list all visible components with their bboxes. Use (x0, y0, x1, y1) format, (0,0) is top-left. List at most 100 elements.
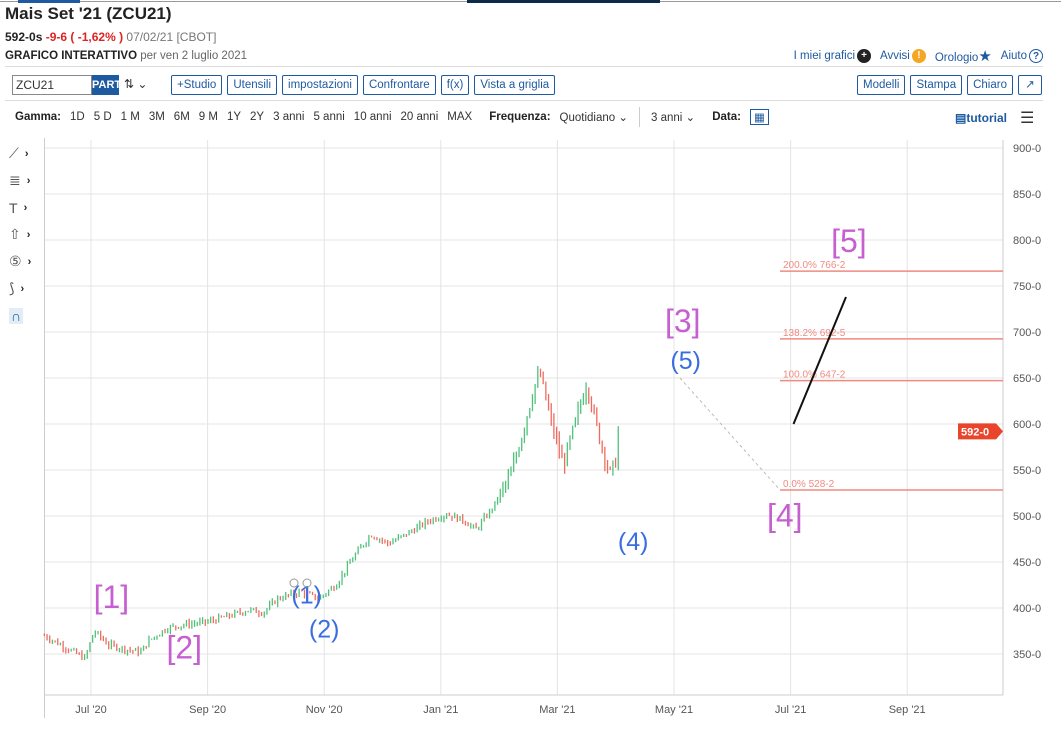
range-option[interactable]: 2Y (250, 111, 265, 123)
wave-label: (1) (291, 581, 322, 609)
wave-label: [1] (94, 579, 130, 615)
x-tick-label: Jul '20 (75, 704, 106, 716)
range-option[interactable]: 3 anni (273, 111, 305, 123)
y-tick-label: 700-0 (1013, 327, 1041, 339)
arrow-tool[interactable]: ⇧ › (9, 226, 31, 242)
compare-button[interactable]: Confrontare (362, 75, 436, 95)
range-label: Gamma: (15, 111, 62, 123)
x-tick-label: Jul '21 (775, 704, 806, 716)
circled-five-icon: ⑤ (9, 253, 22, 269)
frequency-label: Frequenza: (489, 111, 551, 123)
chart-type-dropdown[interactable]: ⇅ ⌄ (124, 77, 148, 91)
part-button[interactable]: PART (92, 75, 119, 95)
range-option[interactable]: 10 anni (353, 111, 392, 123)
fib-level-label: 200.0% 766-2 (783, 260, 846, 271)
range-bar: Gamma: 1D 5 D 1 M 3M 6M 9 M 1Y 2Y 3 anni 5 anni 10… (15, 107, 769, 127)
x-tick-label: Nov '20 (306, 704, 343, 716)
range-option[interactable]: 1 M (120, 111, 140, 123)
last-price: 592-0s (5, 30, 43, 44)
quote-line: 592-0s -9-6 ( -1,62% ) 07/02/21 [CBOT] (5, 30, 216, 44)
y-tick-label: 550-0 (1013, 465, 1041, 477)
y-tick-label: 650-0 (1013, 373, 1041, 385)
symbol-input[interactable]: ZCU21 (12, 75, 92, 95)
header-links: I miei grafici + Avvisi! Orologio★ Aiuto? (794, 47, 1043, 65)
last-price-tag (958, 423, 1003, 440)
period-dropdown[interactable]: 3 anni ⌄ (651, 112, 696, 124)
grid-view-button[interactable]: Vista a griglia (474, 75, 556, 95)
fib-level-label: 0.0% 528-2 (783, 479, 835, 490)
toolbar-right: Modelli Stampa Chiaro ↗ (857, 75, 1042, 95)
fibonacci-icon: ≣ (9, 172, 21, 188)
alerts-label: Avvisi (880, 50, 910, 63)
alert-icon: ! (911, 49, 926, 63)
last-price-label: 592-0 (961, 426, 989, 438)
drawing-toolbar: ⟋ › ≣ › T › ⇧ › ⑤ › ⟆ › ∩ (0, 140, 45, 329)
my-charts-link[interactable]: I miei grafici + (793, 49, 872, 63)
range-option[interactable]: 5 anni (313, 111, 345, 123)
watch-link[interactable]: Orologio★ (935, 47, 992, 65)
period-value: 3 anni (651, 112, 683, 124)
y-tick-label: 450-0 (1013, 557, 1041, 569)
range-option[interactable]: 20 anni (400, 111, 439, 123)
help-icon: ? (1029, 49, 1043, 63)
print-button[interactable]: Stampa (910, 75, 963, 95)
menu-icon[interactable]: ☰ (1020, 110, 1035, 127)
range-option[interactable]: 3M (148, 111, 165, 123)
wave-label: [5] (831, 223, 867, 259)
my-charts-label: I miei grafici (793, 50, 856, 63)
help-label: Aiuto (1000, 50, 1027, 63)
plot-left-border (44, 138, 45, 718)
magnet-icon: ∩ (9, 307, 24, 324)
wave-label: (2) (309, 615, 340, 643)
x-tick-label: Sep '21 (889, 704, 926, 716)
line-tool[interactable]: ⟋ › (9, 145, 29, 161)
toolbar-left: +Studio Utensili impostazioni Confrontar… (171, 75, 556, 95)
fx-button[interactable]: f(x) (440, 75, 470, 95)
range-option[interactable]: MAX (447, 111, 473, 123)
range-option[interactable]: 1Y (226, 111, 242, 123)
calendar-button[interactable]: ▦ (749, 109, 769, 125)
divider (639, 107, 640, 127)
y-tick-label: 800-0 (1013, 235, 1041, 247)
fib-trend-line (679, 377, 781, 491)
top-tabs-bar (0, 0, 1061, 3)
fib-tool[interactable]: ≣ › (9, 172, 31, 188)
watch-label: Orologio (934, 52, 979, 64)
range-option[interactable]: 9 M (198, 111, 218, 123)
range-option[interactable]: 5 D (93, 111, 112, 123)
price-change: -9-6 ( -1,62% ) (45, 30, 124, 44)
expand-button[interactable]: ↗ (1018, 75, 1042, 95)
range-option[interactable]: 1D (70, 111, 85, 123)
x-tick-label: Jan '21 (423, 704, 458, 716)
divider (5, 100, 1043, 101)
templates-button[interactable]: Modelli (857, 75, 906, 95)
subtitle-date: per ven 2 luglio 2021 (140, 50, 248, 62)
tutorial-link[interactable]: ▤tutorial (955, 111, 1008, 125)
frequency-dropdown[interactable]: Quotidiano ⌄ (559, 112, 628, 124)
wave-label: (4) (618, 528, 649, 556)
settings-button[interactable]: impostazioni (282, 75, 358, 95)
fib-level-label: 138.2% 692-5 (783, 328, 846, 339)
range-option[interactable]: 6M (173, 111, 190, 123)
path-icon: ⟆ (9, 280, 15, 296)
date-label: Data: (712, 111, 741, 123)
y-tick-label: 350-0 (1013, 649, 1041, 661)
wave-count-tool[interactable]: ⑤ › (9, 253, 32, 269)
study-button[interactable]: +Studio (171, 75, 223, 95)
text-tool[interactable]: T › (9, 199, 28, 216)
alerts-link[interactable]: Avvisi! (880, 49, 926, 63)
theme-button[interactable]: Chiaro (967, 75, 1013, 95)
subtitle-bold: GRAFICO INTERATTIVO (5, 50, 138, 62)
help-link[interactable]: Aiuto? (1001, 49, 1043, 63)
subtitle: GRAFICO INTERATTIVO per ven 2 luglio 202… (5, 50, 247, 62)
x-tick-label: May '21 (655, 704, 693, 716)
y-tick-label: 600-0 (1013, 419, 1041, 431)
frequency-value: Quotidiano (559, 112, 616, 124)
path-tool[interactable]: ⟆ › (9, 280, 25, 296)
plus-circle-icon: + (857, 49, 872, 63)
magnet-tool[interactable]: ∩ (0, 302, 45, 329)
tools-button[interactable]: Utensili (227, 75, 278, 95)
y-tick-label: 750-0 (1013, 281, 1041, 293)
tutorial-label: tutorial (966, 111, 1008, 125)
